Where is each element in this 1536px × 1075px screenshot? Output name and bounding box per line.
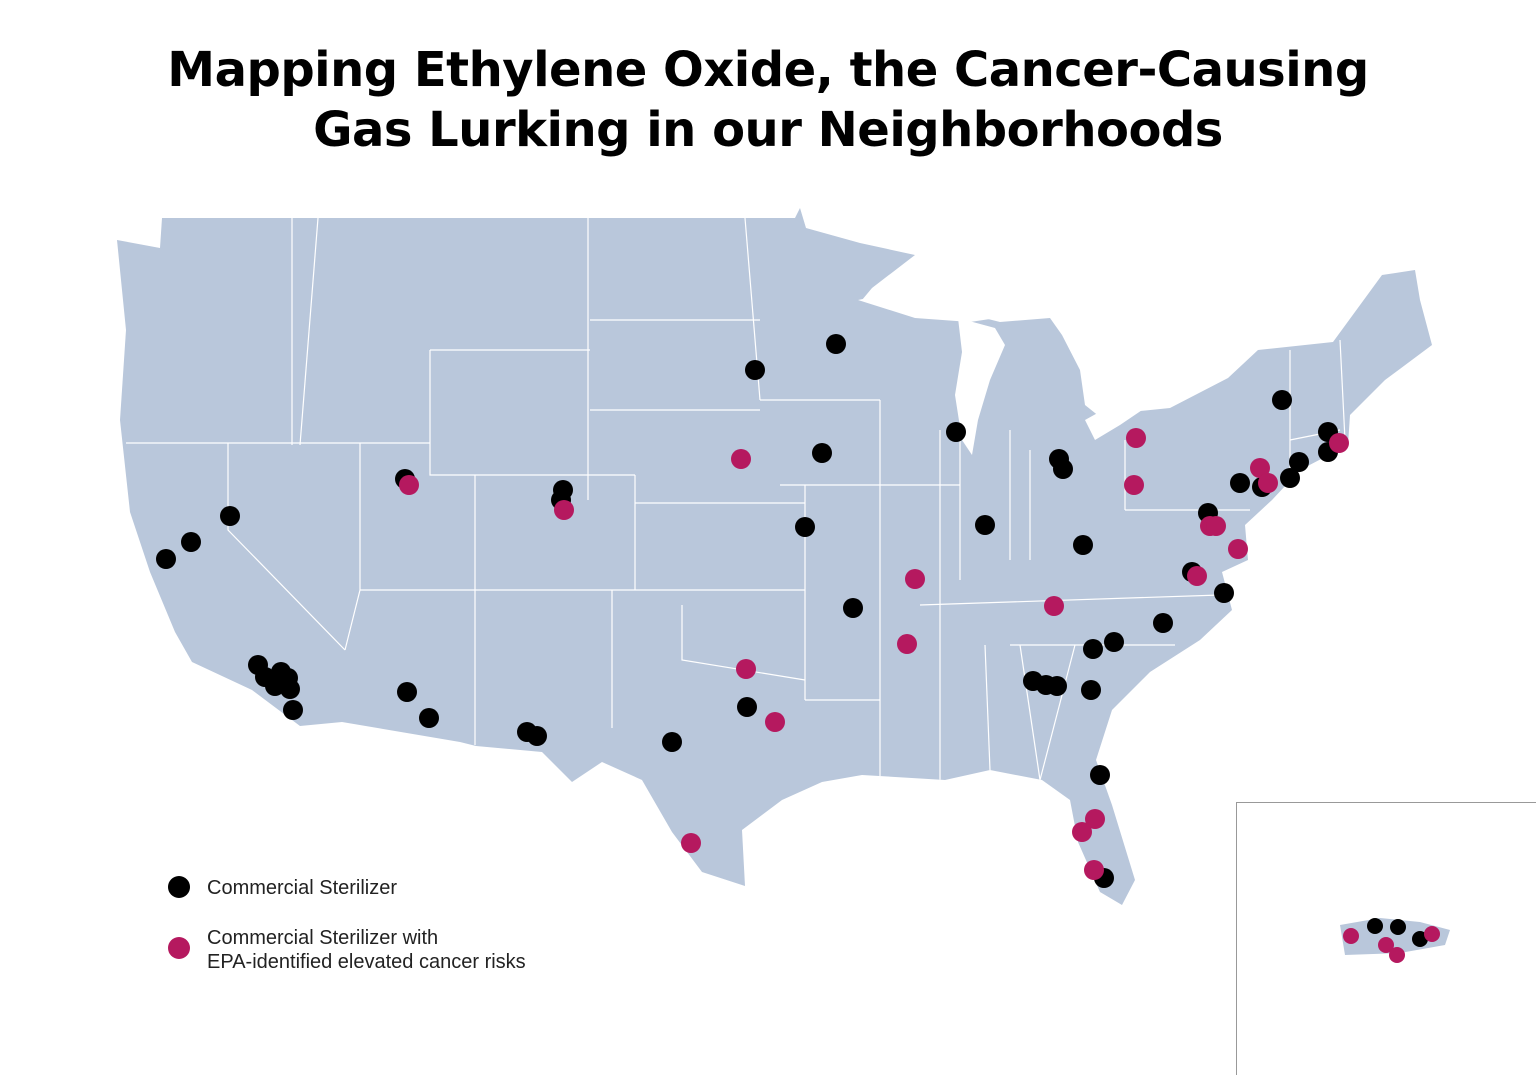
elevated-risk-marker	[905, 569, 925, 589]
sterilizer-marker	[156, 549, 176, 569]
title-line-2: Gas Lurking in our Neighborhoods	[313, 102, 1223, 158]
sterilizer-marker	[1230, 473, 1250, 493]
sterilizer-marker	[1090, 765, 1110, 785]
sterilizer-marker	[527, 726, 547, 746]
state-borders	[126, 217, 1346, 781]
sterilizer-marker	[397, 682, 417, 702]
state-border-line	[1339, 339, 1346, 441]
state-border-line	[299, 217, 319, 446]
elevated-risk-marker	[399, 475, 419, 495]
sterilizer-marker	[946, 422, 966, 442]
sterilizer-marker	[1280, 468, 1300, 488]
elevated-risk-marker	[1072, 822, 1092, 842]
elevated-risk-marker	[1343, 928, 1359, 944]
sterilizer-marker	[280, 679, 300, 699]
sterilizer-marker	[737, 697, 757, 717]
elevated-risk-marker	[1389, 947, 1405, 963]
elevated-risk-marker	[765, 712, 785, 732]
sterilizer-marker	[1272, 390, 1292, 410]
elevated-risk-marker	[1378, 937, 1394, 953]
elevated-risk-marker	[1124, 475, 1144, 495]
sterilizer-marker	[1289, 452, 1309, 472]
sterilizer-marker	[265, 676, 285, 696]
legend-label: Commercial Sterilizer with EPA-identifie…	[207, 927, 526, 973]
state-border-line	[681, 605, 806, 681]
elevated-risk-marker	[1424, 926, 1440, 942]
us-landmass	[117, 208, 1432, 905]
elevated-risk-marker	[1126, 428, 1146, 448]
sterilizer-marker	[843, 598, 863, 618]
legend-label: Commercial Sterilizer	[207, 877, 398, 899]
elevated-risk-marker	[681, 833, 701, 853]
sterilizer-marker	[826, 334, 846, 354]
sterilizer-marker	[975, 515, 995, 535]
facility-markers	[156, 334, 1440, 963]
elevated-risk-marker	[1228, 539, 1248, 559]
sterilizer-marker	[1073, 535, 1093, 555]
lake-erie	[1085, 395, 1160, 440]
state-border-line	[1019, 644, 1041, 781]
legend-item-sterilizer: Commercial Sterilizer	[168, 876, 397, 900]
state-border-line	[429, 350, 635, 476]
sterilizer-marker	[1153, 613, 1173, 633]
state-border-line	[919, 594, 1221, 606]
puerto-rico-inset	[1236, 802, 1536, 1075]
lake-michigan	[955, 318, 1005, 455]
lake-superior	[858, 290, 1010, 322]
title-line-1: Mapping Ethylene Oxide, the Cancer-Causi…	[167, 42, 1369, 98]
legend-item-elevated-risk: Commercial Sterilizer with EPA-identifie…	[168, 926, 526, 974]
sterilizer-marker	[1390, 919, 1406, 935]
elevated-risk-marker	[1250, 458, 1270, 478]
sterilizer-marker	[1081, 680, 1101, 700]
sterilizer-marker	[662, 732, 682, 752]
elevated-risk-marker	[731, 449, 751, 469]
sterilizer-marker	[220, 506, 240, 526]
elevated-risk-marker	[1258, 473, 1278, 493]
sterilizer-marker	[1104, 632, 1124, 652]
sterilizer-marker	[419, 708, 439, 728]
sterilizer-marker	[283, 700, 303, 720]
elevated-risk-marker	[1085, 809, 1105, 829]
sterilizer-marker	[1047, 676, 1067, 696]
sterilizer-marker	[795, 517, 815, 537]
sterilizer-marker	[1053, 459, 1073, 479]
state-border-line	[1039, 644, 1076, 781]
state-border-line	[227, 443, 346, 651]
elevated-risk-marker	[1329, 433, 1349, 453]
sterilizer-marker	[1083, 639, 1103, 659]
sterilizer-marker	[812, 443, 832, 463]
legend-black-dot-icon	[168, 876, 190, 898]
elevated-risk-marker	[1187, 566, 1207, 586]
sterilizer-marker	[1214, 583, 1234, 603]
sterilizer-marker	[1412, 931, 1428, 947]
elevated-risk-marker	[736, 659, 756, 679]
sterilizer-marker	[745, 360, 765, 380]
elevated-risk-marker	[1206, 516, 1226, 536]
elevated-risk-marker	[1044, 596, 1064, 616]
elevated-risk-marker	[897, 634, 917, 654]
sterilizer-marker	[181, 532, 201, 552]
elevated-risk-marker	[554, 500, 574, 520]
map-title: Mapping Ethylene Oxide, the Cancer-Causi…	[0, 40, 1536, 160]
state-border-line	[984, 644, 991, 771]
legend-magenta-dot-icon	[168, 937, 190, 959]
elevated-risk-marker	[1084, 860, 1104, 880]
sterilizer-marker	[1367, 918, 1383, 934]
